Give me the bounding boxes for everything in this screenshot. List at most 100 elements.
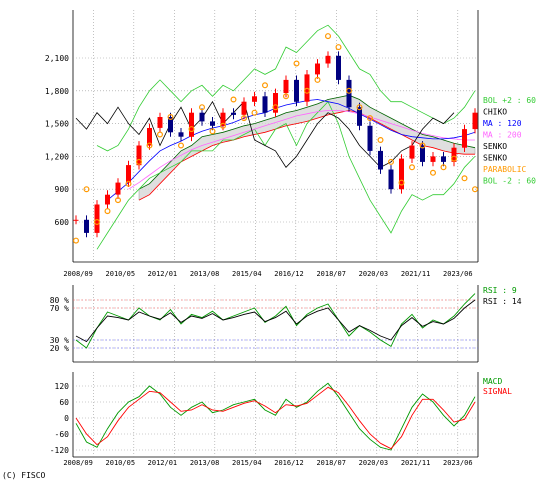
bol-2-60-line xyxy=(96,101,476,250)
candle-body xyxy=(157,117,163,128)
macd-date-label: 2010/05 xyxy=(106,459,136,467)
parabolic-dot xyxy=(114,197,121,204)
parabolic-dot xyxy=(293,60,300,67)
candle-body xyxy=(168,117,173,133)
macd-tick-label: -60 xyxy=(55,430,70,439)
candle-body xyxy=(441,156,446,162)
candle-body xyxy=(94,204,100,233)
parabolic-dot xyxy=(167,113,174,120)
price-legend-item: MA : 200 xyxy=(483,131,522,140)
parabolic-dot xyxy=(157,131,164,138)
candle-body xyxy=(178,132,184,137)
macd-date-label: 2013/08 xyxy=(190,459,220,467)
candle-body xyxy=(126,165,131,183)
parabolic-dot xyxy=(356,104,363,111)
parabolic-dot xyxy=(367,115,374,122)
candle-body xyxy=(325,55,331,64)
rsi-tick-label: 80 % xyxy=(50,296,69,305)
candle-body xyxy=(315,63,320,75)
parabolic-dot xyxy=(220,122,227,129)
parabolic-dot xyxy=(388,158,395,165)
price-legend-item: PARABOLIC xyxy=(483,165,527,174)
macd-date-label: 2021/11 xyxy=(401,459,431,467)
parabolic-dot xyxy=(472,186,479,193)
price-date-label: 2023/06 xyxy=(443,270,473,278)
rsi-tick-label: 70 % xyxy=(50,304,69,313)
parabolic-dot xyxy=(440,164,447,171)
candle-body xyxy=(262,96,268,113)
candle-body xyxy=(367,125,373,151)
parabolic-dot xyxy=(104,208,111,215)
parabolic-dot xyxy=(325,33,332,40)
chiko-line xyxy=(75,100,455,168)
parabolic-dot xyxy=(209,128,216,135)
parabolic-dot xyxy=(272,104,279,111)
parabolic-dot xyxy=(178,142,185,149)
candle-body xyxy=(336,55,341,80)
candle-body xyxy=(73,219,79,221)
candle-body xyxy=(462,129,467,148)
macd-date-label: 2020/03 xyxy=(359,459,389,467)
candle-body xyxy=(399,158,404,190)
ma-200-line xyxy=(128,110,475,190)
candle-body xyxy=(388,169,394,190)
ma-120-line xyxy=(107,99,476,201)
parabolic-dot xyxy=(409,164,416,171)
price-tick-label: 600 xyxy=(55,218,70,227)
parabolic-dot xyxy=(125,180,132,187)
parabolic-dot xyxy=(283,93,290,100)
rsi-9-line xyxy=(75,293,476,349)
candle-body xyxy=(283,79,289,93)
candle-body xyxy=(147,128,152,146)
parabolic-dot xyxy=(419,142,426,149)
candle-body xyxy=(357,107,362,126)
candle-body xyxy=(105,194,110,205)
price-date-label: 2010/05 xyxy=(106,270,136,278)
candle-body xyxy=(210,121,215,126)
parabolic-dot xyxy=(314,76,321,83)
macd-tick-label: 0 xyxy=(64,414,69,423)
macd-date-label: 2012/01 xyxy=(148,459,178,467)
parabolic-dot xyxy=(251,109,258,116)
macd-panel: -120 -60 0 60 120 2008/09 2010/05 2012/01 2013/0… xyxy=(50,372,512,467)
rsi-legend-item: RSI : 14 xyxy=(483,297,522,306)
candle-body xyxy=(115,182,121,195)
candle-body xyxy=(378,150,383,170)
parabolic-dot xyxy=(398,179,405,186)
bol-2-60-line xyxy=(96,24,476,152)
price-legend-item: BOL +2 : 60 xyxy=(483,96,536,105)
macd-tick-label: -120 xyxy=(50,446,69,455)
price-date-label: 2008/09 xyxy=(63,270,93,278)
candle-body xyxy=(472,112,478,130)
parabolic-dot xyxy=(430,169,437,176)
price-date-label: 2018/07 xyxy=(316,270,346,278)
parabolic-dot xyxy=(199,104,206,111)
price-legend-item: SENKO xyxy=(483,142,507,151)
candle-body xyxy=(430,156,436,162)
parabolic-dot xyxy=(188,126,195,133)
parabolic-dot xyxy=(146,142,153,149)
rsi-legend-item: RSI : 9 xyxy=(483,286,517,295)
price-date-label: 2020/03 xyxy=(359,270,389,278)
rsi-tick-label: 20 % xyxy=(50,344,69,353)
parabolic-dot xyxy=(136,158,143,165)
price-legend-item: MA : 120 xyxy=(483,119,522,128)
candle-body xyxy=(241,101,247,115)
parabolic-dot xyxy=(72,237,79,244)
rsi-tick-label: 30 % xyxy=(50,336,69,345)
macd-date-label: 2015/04 xyxy=(232,459,262,467)
candle-body xyxy=(252,96,257,102)
price-date-label: 2021/11 xyxy=(401,270,431,278)
macd-legend-item: SIGNAL xyxy=(483,387,512,396)
candle-body xyxy=(409,145,415,159)
price-date-label: 2015/04 xyxy=(232,270,262,278)
price-panel: 600 900 1,200 1,500 1,800 2,100 2008/09 2010/05… xyxy=(45,10,536,278)
price-date-label: 2016/12 xyxy=(274,270,304,278)
macd-date-label: 2016/12 xyxy=(274,459,304,467)
price-tick-label: 2,100 xyxy=(45,54,69,63)
price-legend-item: BOL -2 : 60 xyxy=(483,177,536,186)
rsi-14-line xyxy=(75,299,476,343)
parabolic-dot xyxy=(230,96,237,103)
macd-tick-label: 60 xyxy=(59,398,69,407)
